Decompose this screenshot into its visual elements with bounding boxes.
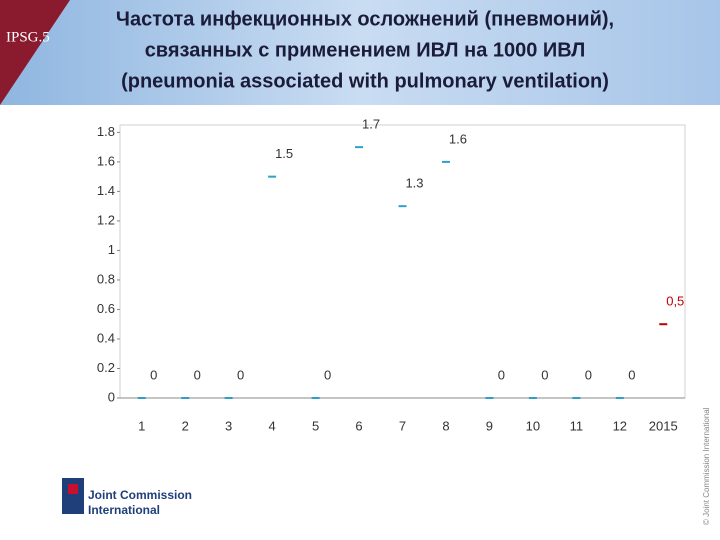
logo-mark-accent bbox=[68, 484, 78, 494]
x-tick-label: 2015 bbox=[649, 418, 678, 433]
value-label: 0 bbox=[628, 367, 635, 382]
marker bbox=[615, 397, 624, 399]
title-line: Частота инфекционных осложнений (пневмон… bbox=[116, 8, 614, 30]
logo-mark bbox=[62, 478, 84, 514]
x-tick-label: 5 bbox=[312, 418, 319, 433]
badge-shape bbox=[0, 0, 70, 105]
value-label: 1.5 bbox=[275, 146, 293, 161]
y-tick-label: 1.2 bbox=[97, 212, 115, 227]
marker bbox=[224, 397, 233, 399]
value-label: 0 bbox=[498, 367, 505, 382]
value-label: 0 bbox=[541, 367, 548, 382]
marker bbox=[441, 160, 450, 163]
x-tick-label: 9 bbox=[486, 418, 493, 433]
x-tick-label: 10 bbox=[526, 418, 540, 433]
header-band bbox=[0, 0, 720, 105]
value-label: 0 bbox=[150, 367, 157, 382]
y-tick-label: 1.8 bbox=[97, 124, 115, 139]
x-tick-label: 6 bbox=[355, 418, 362, 433]
y-tick-label: 1 bbox=[108, 242, 115, 257]
marker bbox=[268, 175, 277, 178]
marker bbox=[572, 397, 581, 399]
y-tick-label: 1.6 bbox=[97, 153, 115, 168]
x-tick-label: 12 bbox=[613, 418, 627, 433]
x-tick-label: 2 bbox=[182, 418, 189, 433]
logo-text: Joint Commission bbox=[88, 488, 192, 502]
x-tick-label: 7 bbox=[399, 418, 406, 433]
marker bbox=[355, 146, 364, 149]
x-tick-label: 3 bbox=[225, 418, 232, 433]
value-label: 0 bbox=[324, 367, 331, 382]
value-label: 0 bbox=[194, 367, 201, 382]
title-line: (pneumonia associated with pulmonary ven… bbox=[121, 70, 609, 92]
marker bbox=[398, 205, 407, 208]
marker bbox=[181, 397, 190, 399]
y-tick-label: 0.4 bbox=[97, 330, 115, 345]
badge: IPSG.5 bbox=[6, 29, 50, 45]
x-tick-label: 11 bbox=[570, 418, 584, 433]
copyright: © Joint Commission International bbox=[702, 407, 711, 525]
marker bbox=[659, 323, 668, 326]
value-label: 0,5 bbox=[666, 294, 684, 309]
y-tick-label: 0 bbox=[108, 389, 115, 404]
logo-text: International bbox=[88, 503, 160, 517]
x-tick-label: 4 bbox=[268, 418, 275, 433]
value-label: 1.3 bbox=[405, 176, 423, 191]
y-tick-label: 0.6 bbox=[97, 301, 115, 316]
x-tick-label: 1 bbox=[138, 418, 145, 433]
marker bbox=[137, 397, 146, 399]
plot-frame bbox=[119, 124, 686, 399]
y-tick-label: 0.2 bbox=[97, 360, 115, 375]
marker bbox=[485, 397, 494, 399]
value-label: 1.7 bbox=[362, 117, 380, 132]
marker bbox=[528, 397, 537, 399]
marker bbox=[311, 397, 320, 399]
value-label: 1.6 bbox=[449, 131, 467, 146]
y-tick-label: 0.8 bbox=[97, 271, 115, 286]
x-tick-label: 8 bbox=[442, 418, 449, 433]
y-tick-label: 1.4 bbox=[97, 183, 115, 198]
title-line: связанных с применением ИВЛ на 1000 ИВЛ bbox=[145, 39, 586, 61]
value-label: 0 bbox=[585, 367, 592, 382]
value-label: 0 bbox=[237, 367, 244, 382]
